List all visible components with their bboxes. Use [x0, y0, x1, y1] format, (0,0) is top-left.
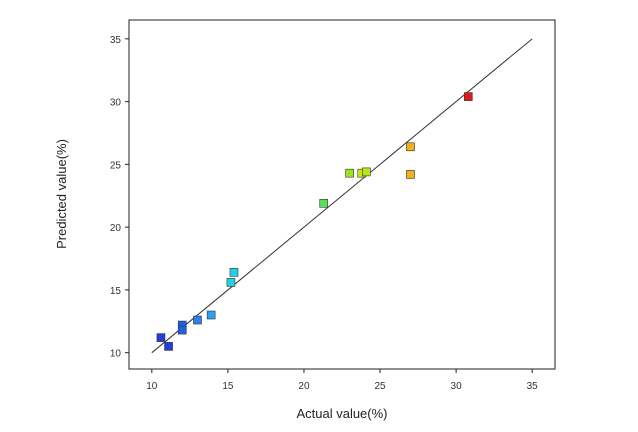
data-points: [156, 92, 473, 351]
y-axis-ticks: 10 15 20 25 30 35: [110, 35, 129, 360]
data-point: [319, 198, 329, 208]
data-point: [229, 268, 239, 277]
plot-frame: [128, 19, 556, 370]
x-tick-label: 35: [527, 381, 539, 392]
x-axis-ticks: 10 15 20 25 30 35: [146, 369, 538, 392]
data-point: [164, 342, 173, 351]
x-tick-label: 30: [451, 381, 463, 392]
x-tick-label: 15: [222, 381, 234, 392]
y-tick-label: 15: [110, 286, 122, 297]
y-tick-label: 25: [110, 160, 122, 171]
data-point: [177, 325, 187, 335]
y-tick-label: 20: [110, 223, 122, 234]
x-tick-label: 10: [146, 381, 158, 392]
reference-line: [151, 38, 533, 354]
y-tick-label: 10: [110, 349, 122, 360]
data-point: [345, 168, 354, 178]
data-point: [406, 170, 415, 179]
data-point: [362, 167, 371, 177]
data-point: [156, 333, 166, 342]
data-point: [406, 142, 415, 152]
x-tick-label: 25: [374, 381, 386, 392]
y-tick-label: 30: [110, 98, 122, 109]
x-tick-label: 20: [298, 381, 310, 392]
data-point: [206, 310, 216, 320]
y-tick-label: 35: [110, 35, 122, 46]
data-point: [193, 315, 202, 325]
y-axis-title: Predicted value(%): [54, 139, 69, 249]
x-axis-title: Actual value(%): [296, 406, 387, 421]
data-point: [226, 278, 236, 287]
data-point: [463, 92, 473, 101]
